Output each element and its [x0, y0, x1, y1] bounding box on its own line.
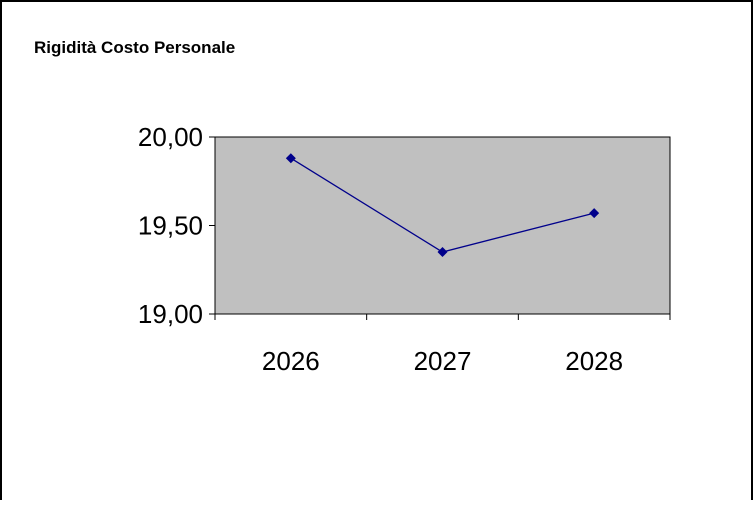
y-tick-label: 19,50 — [138, 211, 203, 241]
series-layer — [285, 153, 600, 258]
data-point-marker — [285, 153, 296, 164]
x-tick-label: 2027 — [414, 346, 472, 376]
data-point-marker — [437, 247, 448, 258]
y-tick-label: 19,00 — [138, 299, 203, 329]
chart-title: Rigidità Costo Personale — [34, 38, 236, 57]
plot-area — [214, 136, 671, 315]
axes: 19,00 19,50 20,00 2026 2027 2028 — [138, 122, 671, 376]
data-point-marker — [589, 208, 600, 219]
x-tick-label: 2028 — [565, 346, 623, 376]
y-tick-label: 20,00 — [138, 122, 203, 152]
x-tick-label: 2026 — [262, 346, 320, 376]
